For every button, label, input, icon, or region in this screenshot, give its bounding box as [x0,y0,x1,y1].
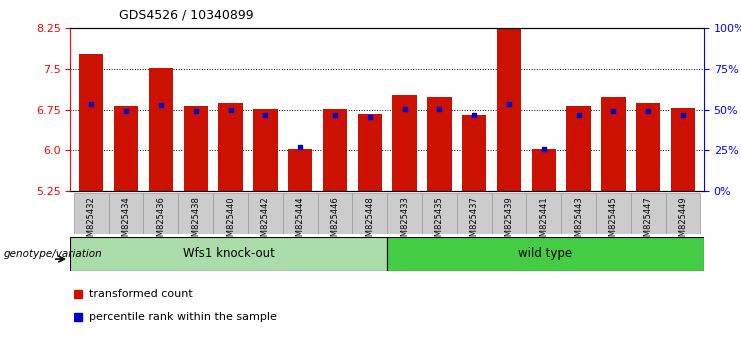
Text: GSM825446: GSM825446 [330,196,339,247]
Bar [318,193,353,234]
Bar [248,193,283,234]
Bar [422,193,456,234]
Text: GSM825443: GSM825443 [574,196,583,247]
Bar [288,149,312,191]
Bar [631,193,665,234]
Bar [428,97,451,191]
Bar [566,106,591,191]
Bar [149,68,173,191]
Text: GSM825436: GSM825436 [156,196,165,247]
Bar [79,54,104,191]
Text: genotype/variation: genotype/variation [4,249,102,259]
Bar [526,193,561,234]
Text: GDS4526 / 10340899: GDS4526 / 10340899 [119,9,253,22]
Bar [70,237,387,271]
Text: GSM825445: GSM825445 [609,196,618,247]
Bar [462,115,486,191]
Text: GSM825448: GSM825448 [365,196,374,247]
Text: wild type: wild type [519,247,573,261]
Text: transformed count: transformed count [89,289,193,298]
Text: percentile rank within the sample: percentile rank within the sample [89,312,277,322]
Bar [358,114,382,191]
Text: GSM825435: GSM825435 [435,196,444,247]
Bar [456,193,491,234]
Bar [109,193,144,234]
Text: GSM825432: GSM825432 [87,196,96,247]
Bar [219,103,243,191]
Bar [671,108,695,191]
Text: GSM825440: GSM825440 [226,196,235,247]
Bar [179,193,213,234]
Text: GSM825447: GSM825447 [644,196,653,247]
Bar [213,193,248,234]
Bar [561,193,596,234]
Bar [353,193,387,234]
Bar [253,109,278,191]
Text: GSM825439: GSM825439 [505,196,514,247]
Bar [283,193,318,234]
Text: GSM825449: GSM825449 [679,196,688,247]
Bar [665,193,700,234]
Bar [636,103,660,191]
Bar [387,193,422,234]
Bar [114,106,139,191]
Bar [496,12,521,191]
Bar [74,193,109,234]
Text: GSM825438: GSM825438 [191,196,200,247]
Bar [596,193,631,234]
Text: GSM825434: GSM825434 [122,196,130,247]
Bar [491,193,526,234]
Bar [393,95,416,191]
Bar [144,193,179,234]
Text: GSM825441: GSM825441 [539,196,548,247]
Text: Wfs1 knock-out: Wfs1 knock-out [183,247,275,261]
Text: GSM825433: GSM825433 [400,196,409,247]
Bar [387,237,704,271]
Bar [601,97,625,191]
Bar [323,109,347,191]
Text: GSM825444: GSM825444 [296,196,305,247]
Text: GSM825437: GSM825437 [470,196,479,247]
Text: GSM825442: GSM825442 [261,196,270,247]
Bar [531,149,556,191]
Bar [184,106,208,191]
